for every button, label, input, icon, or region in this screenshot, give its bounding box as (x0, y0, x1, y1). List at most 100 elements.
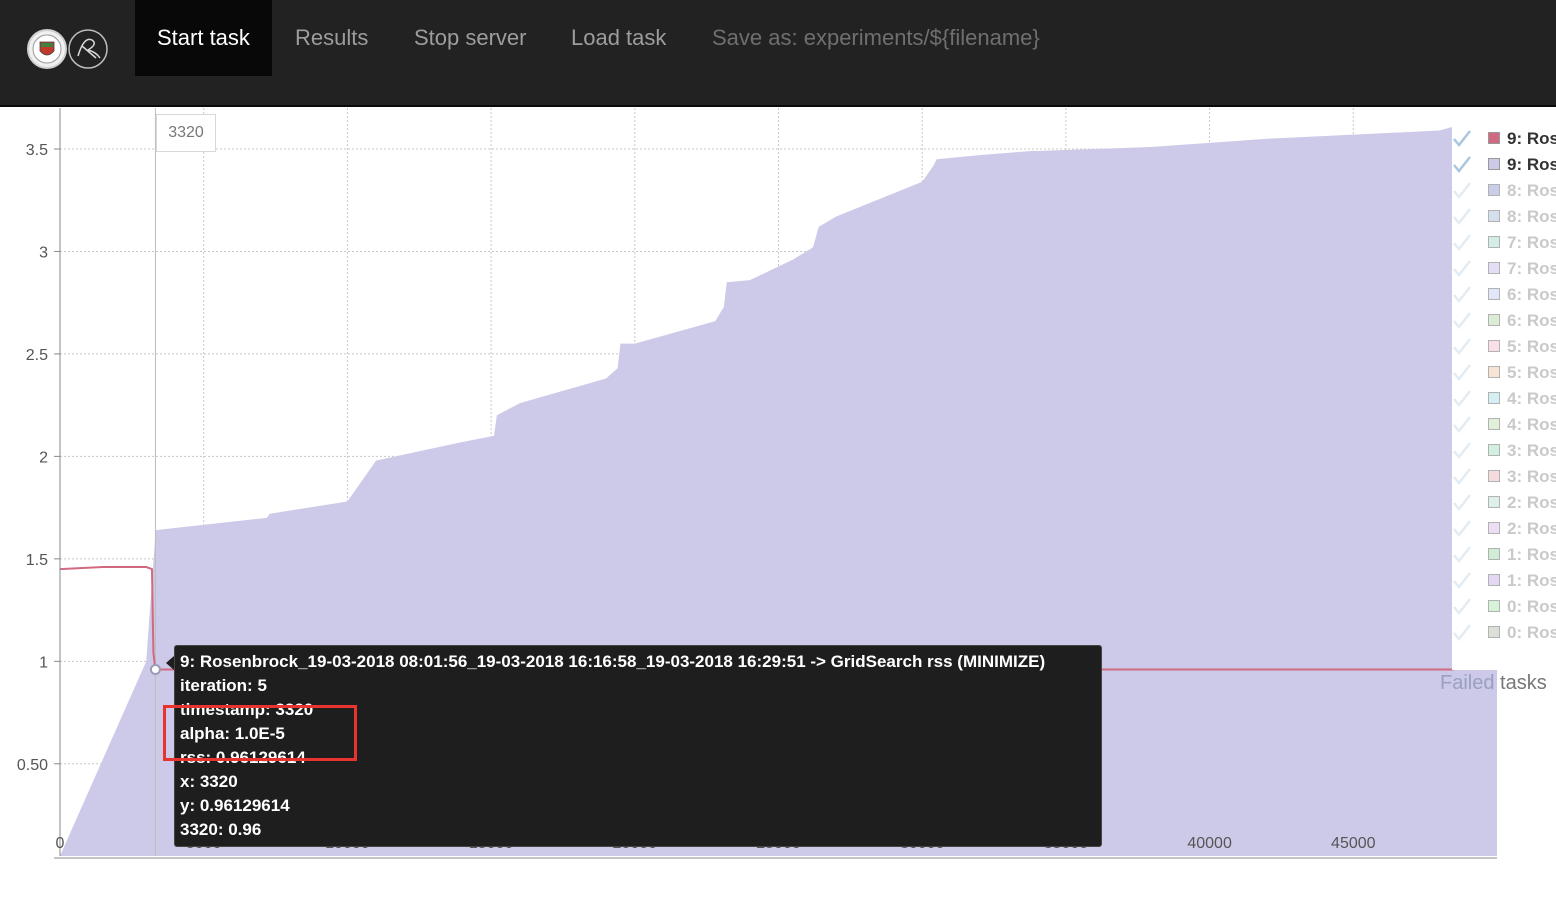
legend-label: 7: Ros (1507, 259, 1556, 278)
hover-tooltip: 9: Rosenbrock_19-03-2018 08:01:56_19-03-… (174, 645, 1102, 847)
checkmark-icon (1453, 364, 1471, 381)
checkmark-icon (1453, 442, 1471, 459)
logos (27, 29, 108, 69)
top-navbar: Start task Results Stop server Load task… (0, 0, 1556, 107)
legend-swatch (1488, 574, 1500, 586)
legend-swatch (1488, 496, 1500, 508)
university-seal-logo (27, 29, 67, 69)
legend-swatch (1488, 262, 1500, 274)
legend-label: 2: Ros (1507, 519, 1556, 538)
legend-item[interactable]: 3: Ros (1452, 464, 1556, 490)
checkmark-icon (1453, 468, 1471, 485)
checkmark-icon (1453, 546, 1471, 563)
checkmark-icon (1453, 182, 1471, 199)
tooltip-y: y: 0.96129614 (180, 796, 290, 815)
legend-item[interactable]: 8: Ros (1452, 204, 1556, 230)
legend-swatch (1488, 600, 1500, 612)
legend-item[interactable]: 5: Ros (1452, 360, 1556, 386)
checkmark-icon (1453, 624, 1471, 641)
tooltip-rss: rss: 0.96129614 (180, 748, 306, 767)
legend-item[interactable]: 0: Ros (1452, 594, 1556, 620)
legend-swatch (1488, 626, 1500, 638)
legend-item[interactable]: 1: Ros (1452, 568, 1556, 594)
legend-item[interactable]: 7: Ros (1452, 256, 1556, 282)
legend-item[interactable]: 6: Ros (1452, 308, 1556, 334)
legend-label: 6: Ros (1507, 285, 1556, 304)
legend-item[interactable]: 4: Ros (1452, 412, 1556, 438)
legend-swatch (1488, 340, 1500, 352)
legend-swatch (1488, 314, 1500, 326)
checkmark-icon (1453, 338, 1471, 355)
signature-logo (68, 29, 108, 69)
x-tick-label: 40000 (1187, 835, 1232, 852)
highlight-annotation-box (163, 705, 357, 761)
checkmark-icon (1453, 520, 1471, 537)
checkmark-icon (1453, 286, 1471, 303)
legend-label: 3: Ros (1507, 467, 1556, 486)
legend-swatch (1488, 210, 1500, 222)
tooltip-iteration: iteration: 5 (180, 676, 267, 695)
legend-label: 0: Ros (1507, 597, 1556, 616)
hover-point (149, 664, 161, 676)
y-tick-label: 2.5 (26, 347, 48, 364)
checkmark-icon (1453, 234, 1471, 251)
legend-label: 1: Ros (1507, 545, 1556, 564)
y-tick-label: 3.5 (26, 142, 48, 159)
legend-item[interactable]: 9: Ros (1452, 126, 1556, 152)
crosshair-x-label: 3320 (156, 114, 216, 152)
legend-item[interactable]: 6: Ros (1452, 282, 1556, 308)
legend-item[interactable]: 1: Ros (1452, 542, 1556, 568)
checkmark-icon (1453, 598, 1471, 615)
legend-item[interactable]: 5: Ros (1452, 334, 1556, 360)
legend-item[interactable]: 9: Ros (1452, 152, 1556, 178)
legend-label: 9: Ros (1507, 129, 1556, 148)
checkmark-icon (1453, 260, 1471, 277)
legend-item[interactable]: 2: Ros (1452, 516, 1556, 542)
legend-swatch (1488, 236, 1500, 248)
checkmark-icon (1453, 390, 1471, 407)
legend: 9: Ros 9: Ros 8: Ros 8: Ros 7: Ros 7: Ros 6: R… (1452, 126, 1556, 670)
legend-swatch (1488, 288, 1500, 300)
checkmark-icon (1453, 494, 1471, 511)
legend-swatch (1488, 418, 1500, 430)
nav-save-as[interactable]: Save as: experiments/${filename} (712, 25, 1040, 50)
legend-swatch (1488, 444, 1500, 456)
legend-item[interactable]: 3: Ros (1452, 438, 1556, 464)
y-tick-label: 1 (39, 654, 48, 671)
legend-swatch (1488, 392, 1500, 404)
legend-item[interactable]: 2: Ros (1452, 490, 1556, 516)
hover-point-marker (149, 664, 161, 676)
legend-swatch (1488, 184, 1500, 196)
y-tick-label: 3 (39, 244, 48, 261)
checkmark-icon (1453, 208, 1471, 225)
failed-tasks-label: Failed tasks (1440, 672, 1547, 695)
legend-label: 7: Ros (1507, 233, 1556, 252)
checkmark-icon (1453, 572, 1471, 589)
legend-label: 4: Ros (1507, 415, 1556, 434)
legend-item[interactable]: 8: Ros (1452, 178, 1556, 204)
legend-label: 9: Ros (1507, 155, 1556, 174)
nav-load-task[interactable]: Load task (571, 25, 667, 50)
nav-results[interactable]: Results (295, 25, 369, 50)
legend-label: 8: Ros (1507, 181, 1556, 200)
failed-tasks-prefix: Failed (1440, 672, 1495, 694)
legend-swatch (1488, 470, 1500, 482)
tooltip-x: x: 3320 (180, 772, 238, 791)
legend-swatch (1488, 366, 1500, 378)
y-tick-label: 0.50 (17, 757, 48, 774)
legend-item[interactable]: 7: Ros (1452, 230, 1556, 256)
checkmark-icon (1453, 312, 1471, 329)
y-tick-label: 1.5 (26, 552, 48, 569)
axes (54, 108, 1497, 859)
nav-stop-server[interactable]: Stop server (414, 25, 527, 50)
legend-item[interactable]: 4: Ros (1452, 386, 1556, 412)
checkmark-icon (1453, 416, 1471, 433)
nav-start-task[interactable]: Start task (135, 0, 272, 76)
legend-item[interactable]: 0: Ros (1452, 620, 1556, 646)
legend-swatch (1488, 548, 1500, 560)
legend-label: 5: Ros (1507, 363, 1556, 382)
x-tick-label: 45000 (1331, 835, 1376, 852)
failed-tasks-suffix: tasks (1494, 672, 1547, 694)
tooltip-alpha: alpha: 1.0E-5 (180, 724, 285, 743)
